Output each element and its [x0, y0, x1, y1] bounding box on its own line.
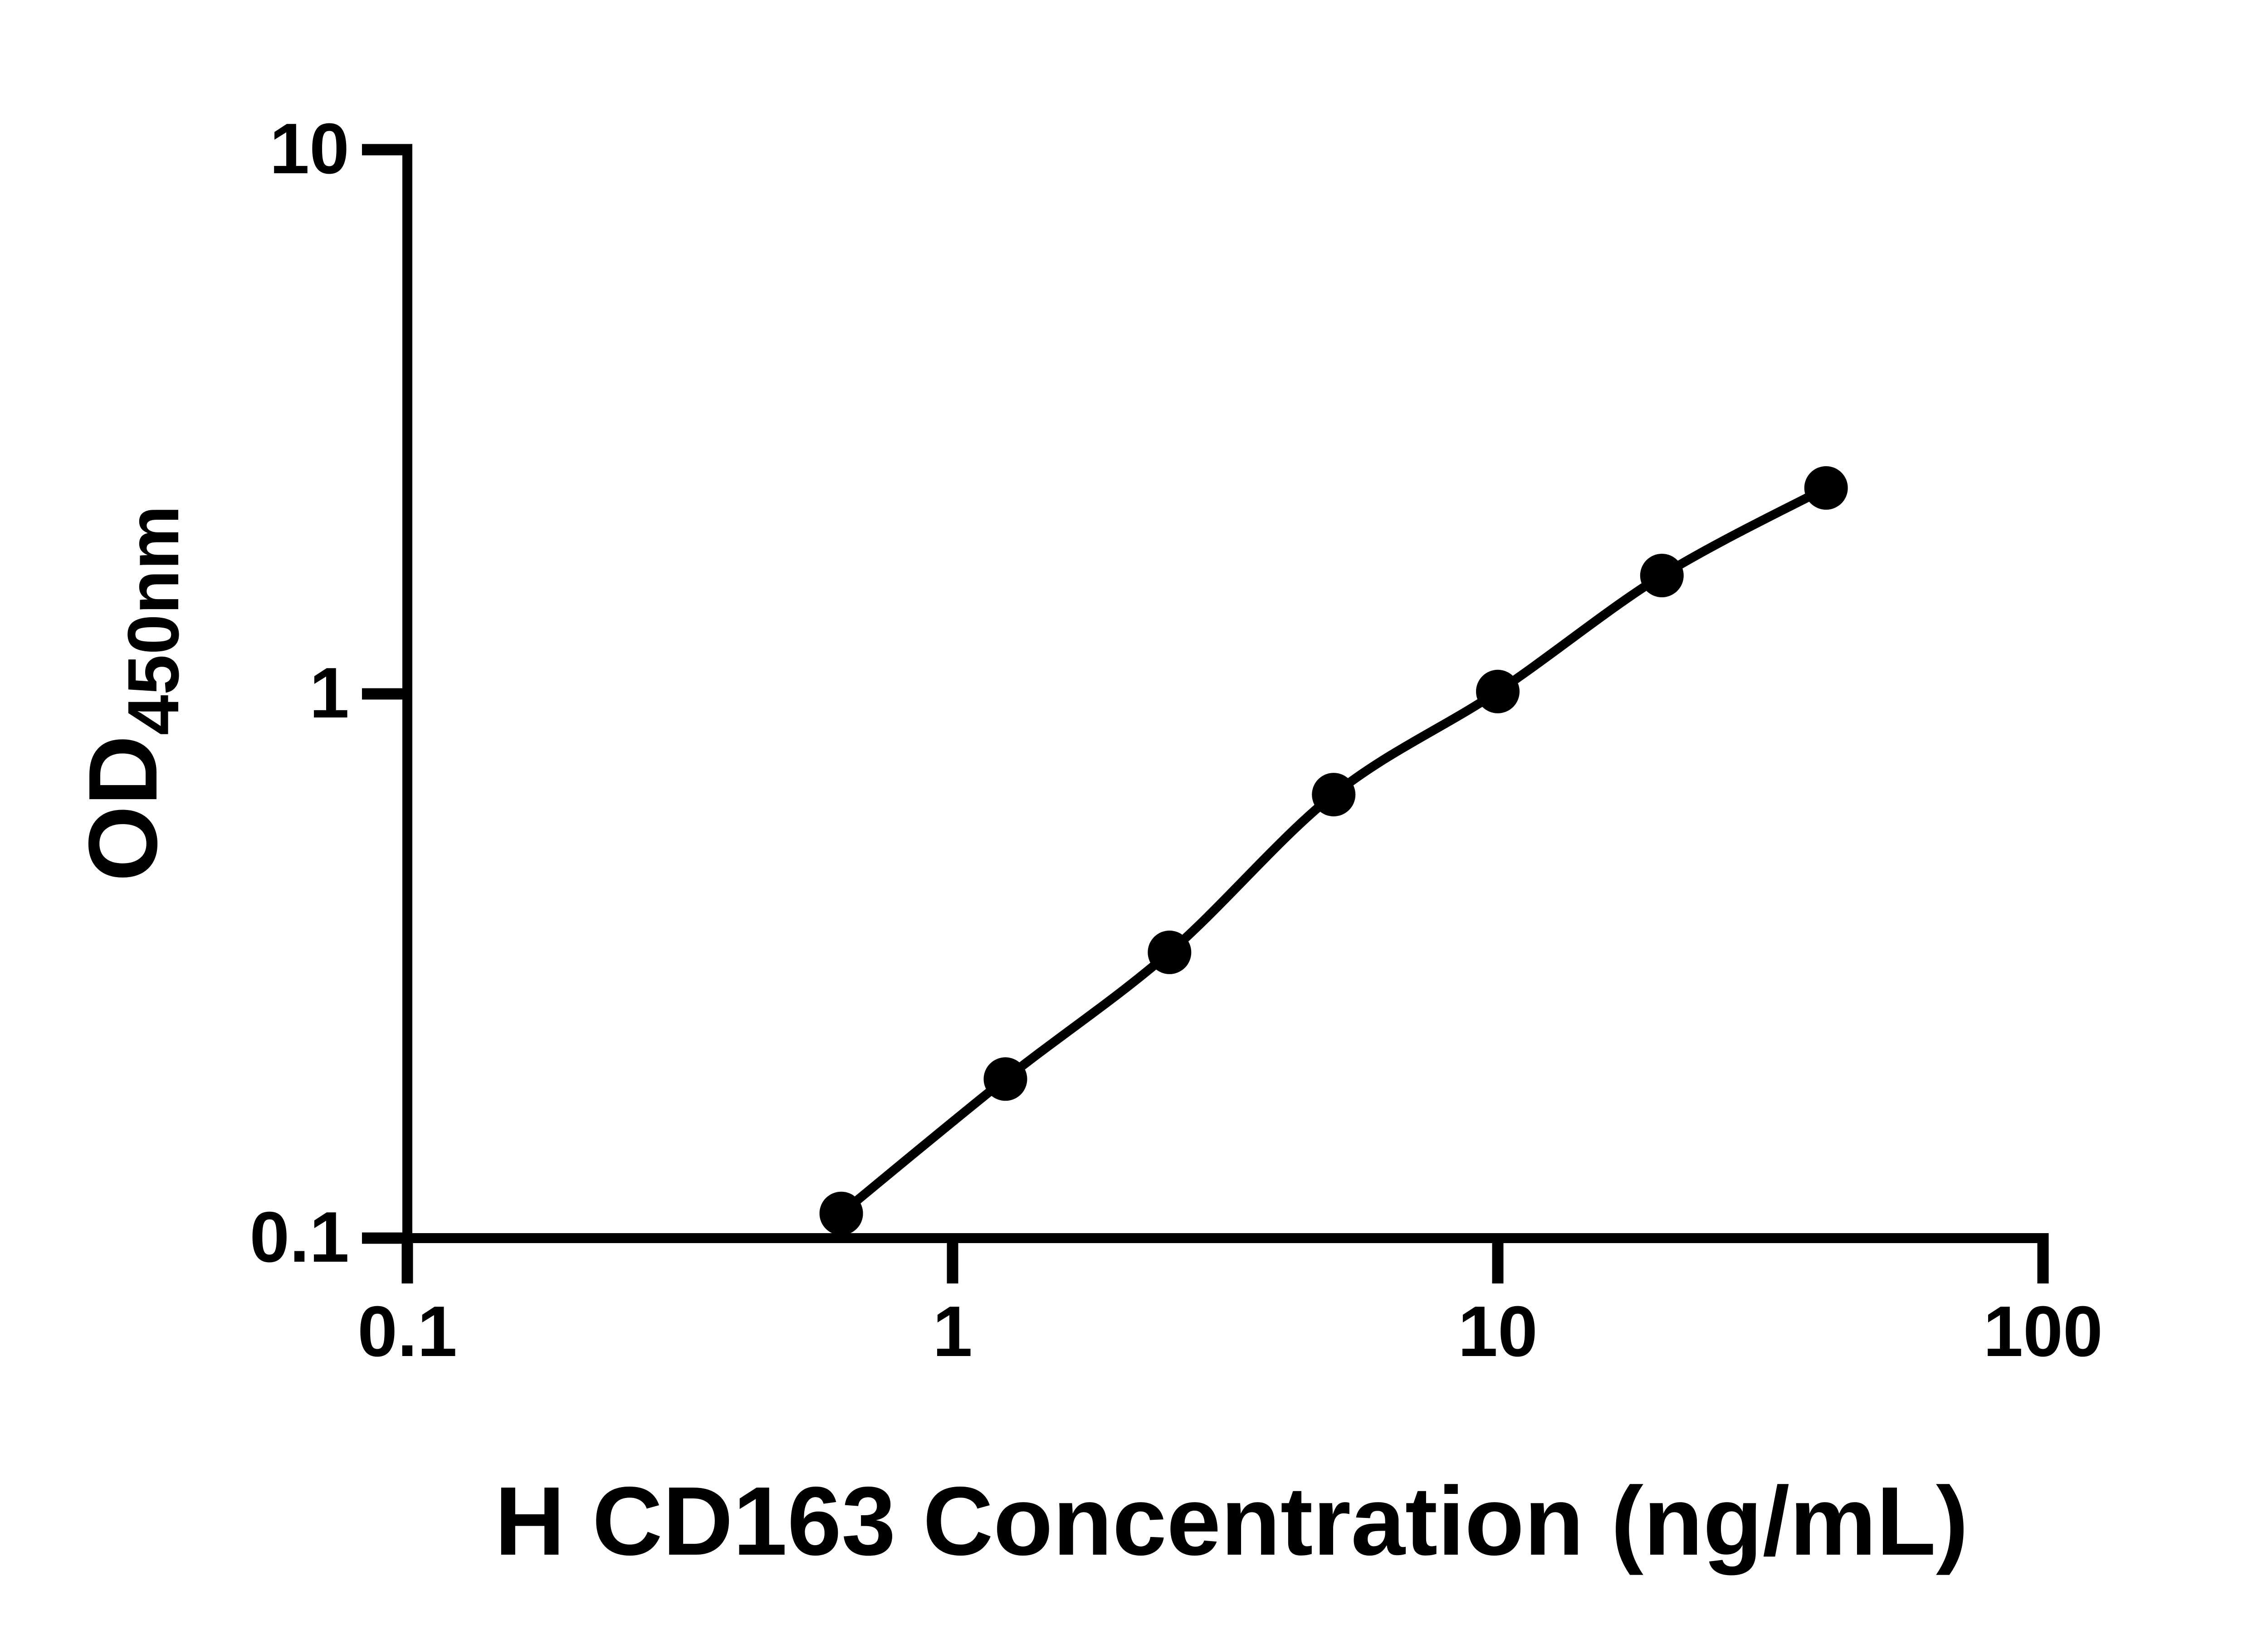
- y-axis-title-subscript: 450nm: [112, 505, 194, 735]
- y-axis-title: OD450nm: [68, 505, 194, 881]
- data-point-0.625: [819, 1191, 863, 1235]
- y-axis-title-main: OD: [68, 735, 177, 882]
- data-point-5: [1312, 773, 1356, 817]
- data-point-1.25: [983, 1057, 1027, 1101]
- plot-layer: 0.1 1 10 0.1 1 10 100: [249, 109, 2102, 1371]
- data-point-40: [1804, 466, 1848, 510]
- x-tick-label-100: 100: [1983, 1292, 2103, 1371]
- x-axis-title: H CD163 Concentration (ng/mL): [494, 1466, 1968, 1576]
- data-point-2.5: [1148, 930, 1192, 974]
- y-tick-label-0.1: 0.1: [249, 1197, 349, 1277]
- x-tick-label-0.1: 0.1: [357, 1292, 457, 1371]
- x-tick-label-10: 10: [1458, 1292, 1538, 1371]
- x-tick-label-1: 1: [933, 1292, 973, 1371]
- data-point-10: [1476, 669, 1520, 713]
- y-tick-label-1: 1: [309, 653, 349, 733]
- fit-curve: [838, 484, 1828, 1217]
- y-tick-label-10: 10: [269, 109, 349, 189]
- data-point-20: [1640, 554, 1684, 597]
